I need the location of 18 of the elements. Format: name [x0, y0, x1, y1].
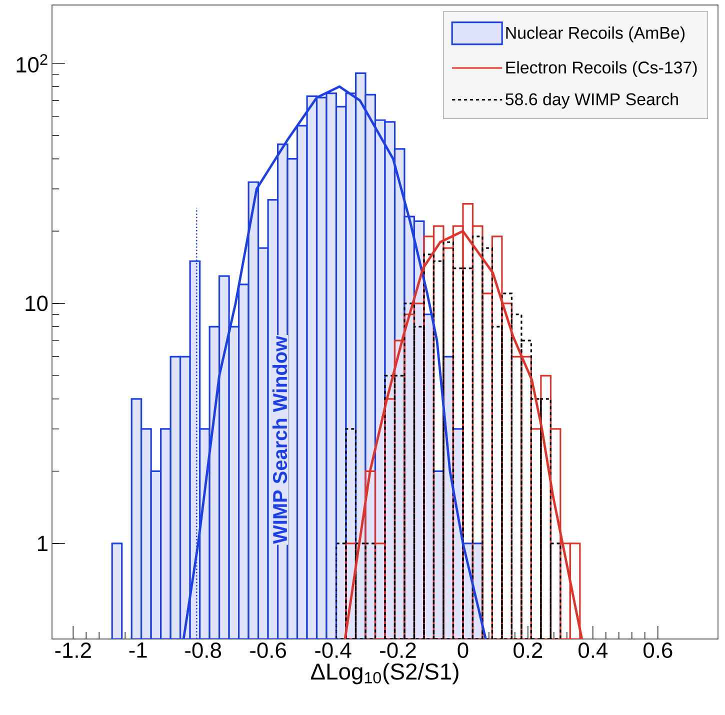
x-tick-label: 0.4	[578, 642, 608, 658]
y-tick-label: 10	[26, 296, 48, 312]
legend-label: Nuclear Recoils (AmBe)	[506, 26, 684, 42]
x-tick-label: -0.6	[250, 642, 286, 658]
x-tick-label: 0	[458, 642, 468, 658]
x-tick-label: -0.8	[185, 642, 221, 658]
x-tick-label: -1	[129, 642, 147, 658]
x-axis-title: ΔLog$_{10}$(S2/S1)	[310, 662, 458, 684]
x-tick-label: 0.2	[514, 642, 542, 658]
legend-label: 58.6 day WIMP Search	[506, 92, 678, 109]
y-tick-label: 1	[38, 536, 48, 552]
x-tick-label: -0.4	[315, 642, 352, 658]
x-tick-label: -0.2	[380, 642, 416, 658]
x-tick-label: -1.2	[55, 642, 91, 658]
x-tick-label: 0.6	[644, 642, 672, 658]
y-tick-label: 10$^{2}$	[16, 54, 48, 73]
annotation: WIMP Search Window	[272, 336, 288, 544]
legend-label: Electron Recoils (Cs-137)	[506, 61, 697, 77]
